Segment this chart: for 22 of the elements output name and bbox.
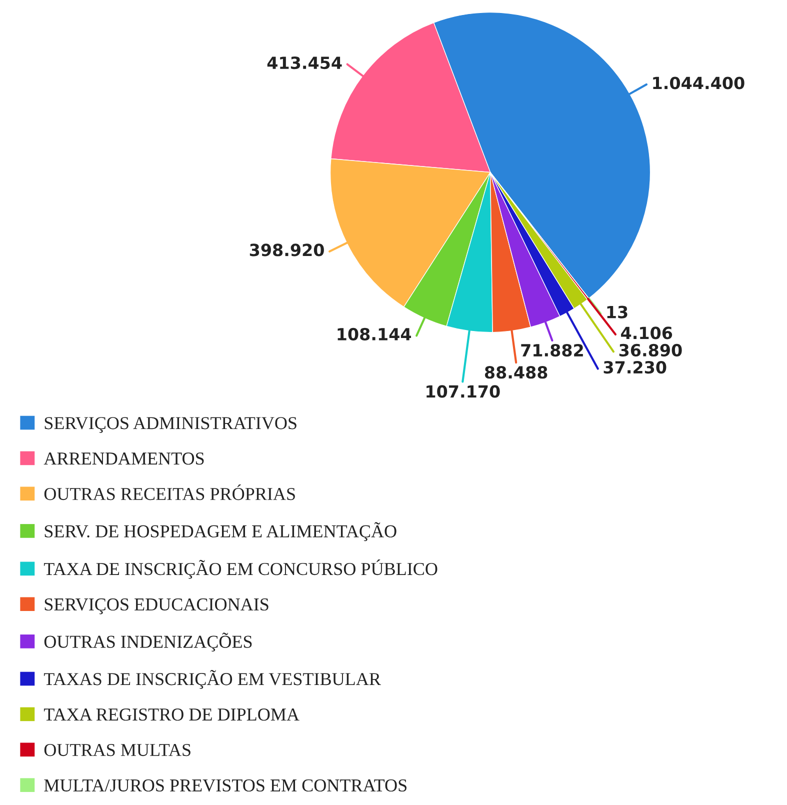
data-label: 4.106	[621, 326, 672, 340]
legend-label: OUTRAS RECEITAS PRÓPRIAS	[44, 484, 295, 500]
legend-label: TAXA DE INSCRIÇÃO EM CONCURSO PÚBLICO	[44, 559, 438, 579]
data-label: 36.890	[619, 344, 682, 356]
legend-label: OUTRAS MULTAS	[44, 744, 190, 756]
data-label: 37.230	[604, 360, 666, 374]
data-label: 398.920	[250, 244, 324, 256]
legend-label: SERVIÇOS EDUCACIONAIS	[44, 598, 268, 614]
legend-label: ARRENDAMENTOS	[44, 452, 204, 465]
legend-label: SERVIÇOS ADMINISTRATIVOS	[44, 417, 296, 433]
legend-label: TAXAS DE INSCRIÇÃO EM VESTIBULAR	[44, 670, 381, 689]
data-label: 71.882	[521, 344, 583, 357]
data-label: 1.044.400	[653, 76, 744, 90]
legend-label: SERV. DE HOSPEDAGEM E ALIMENTAÇÃO	[44, 522, 396, 542]
legend-label: TAXA REGISTRO DE DIPLOMA	[44, 708, 300, 721]
legend-label: OUTRAS INDENIZAÇÕES	[44, 632, 252, 652]
data-label: 108.144	[338, 328, 412, 340]
data-label: 413.454	[267, 56, 342, 70]
data-label: 88.488	[484, 366, 548, 379]
data-label: 107.170	[426, 385, 500, 398]
data-label: 13	[607, 306, 628, 318]
legend-label: MULTA/JUROS PREVISTOS EM CONTRATOS	[44, 779, 406, 792]
